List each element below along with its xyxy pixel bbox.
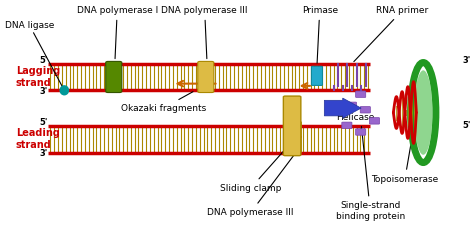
Text: Topoisomerase: Topoisomerase bbox=[371, 142, 438, 184]
FancyBboxPatch shape bbox=[360, 106, 370, 113]
Text: RNA primer: RNA primer bbox=[354, 6, 428, 62]
FancyBboxPatch shape bbox=[356, 91, 366, 97]
Text: Sliding clamp: Sliding clamp bbox=[220, 143, 290, 193]
Text: 5': 5' bbox=[40, 56, 48, 65]
FancyBboxPatch shape bbox=[346, 102, 356, 109]
Text: 3': 3' bbox=[462, 56, 471, 65]
Text: DNA ligase: DNA ligase bbox=[5, 21, 63, 88]
Text: DNA polymerase III: DNA polymerase III bbox=[208, 154, 295, 217]
Ellipse shape bbox=[414, 70, 432, 155]
FancyBboxPatch shape bbox=[283, 96, 301, 156]
FancyBboxPatch shape bbox=[106, 62, 122, 93]
Text: 5': 5' bbox=[462, 121, 471, 130]
Text: DNA polymerase I: DNA polymerase I bbox=[77, 6, 158, 59]
Text: Leading
strand: Leading strand bbox=[16, 128, 60, 150]
Text: 5': 5' bbox=[40, 118, 48, 127]
Text: 3': 3' bbox=[40, 149, 48, 158]
FancyBboxPatch shape bbox=[369, 118, 380, 124]
Text: Single-strand
binding protein: Single-strand binding protein bbox=[336, 126, 405, 221]
Text: Primase: Primase bbox=[301, 6, 338, 63]
Text: Okazaki fragments: Okazaki fragments bbox=[120, 92, 206, 113]
FancyBboxPatch shape bbox=[285, 121, 301, 153]
Text: Lagging
strand: Lagging strand bbox=[16, 66, 60, 88]
Text: DNA polymerase III: DNA polymerase III bbox=[162, 6, 248, 59]
Text: Helicase: Helicase bbox=[336, 113, 374, 121]
FancyBboxPatch shape bbox=[356, 129, 366, 135]
FancyArrow shape bbox=[324, 98, 361, 118]
FancyBboxPatch shape bbox=[198, 62, 214, 93]
Text: 3': 3' bbox=[40, 87, 48, 96]
Ellipse shape bbox=[60, 86, 68, 95]
FancyBboxPatch shape bbox=[311, 66, 322, 85]
FancyBboxPatch shape bbox=[342, 122, 352, 128]
